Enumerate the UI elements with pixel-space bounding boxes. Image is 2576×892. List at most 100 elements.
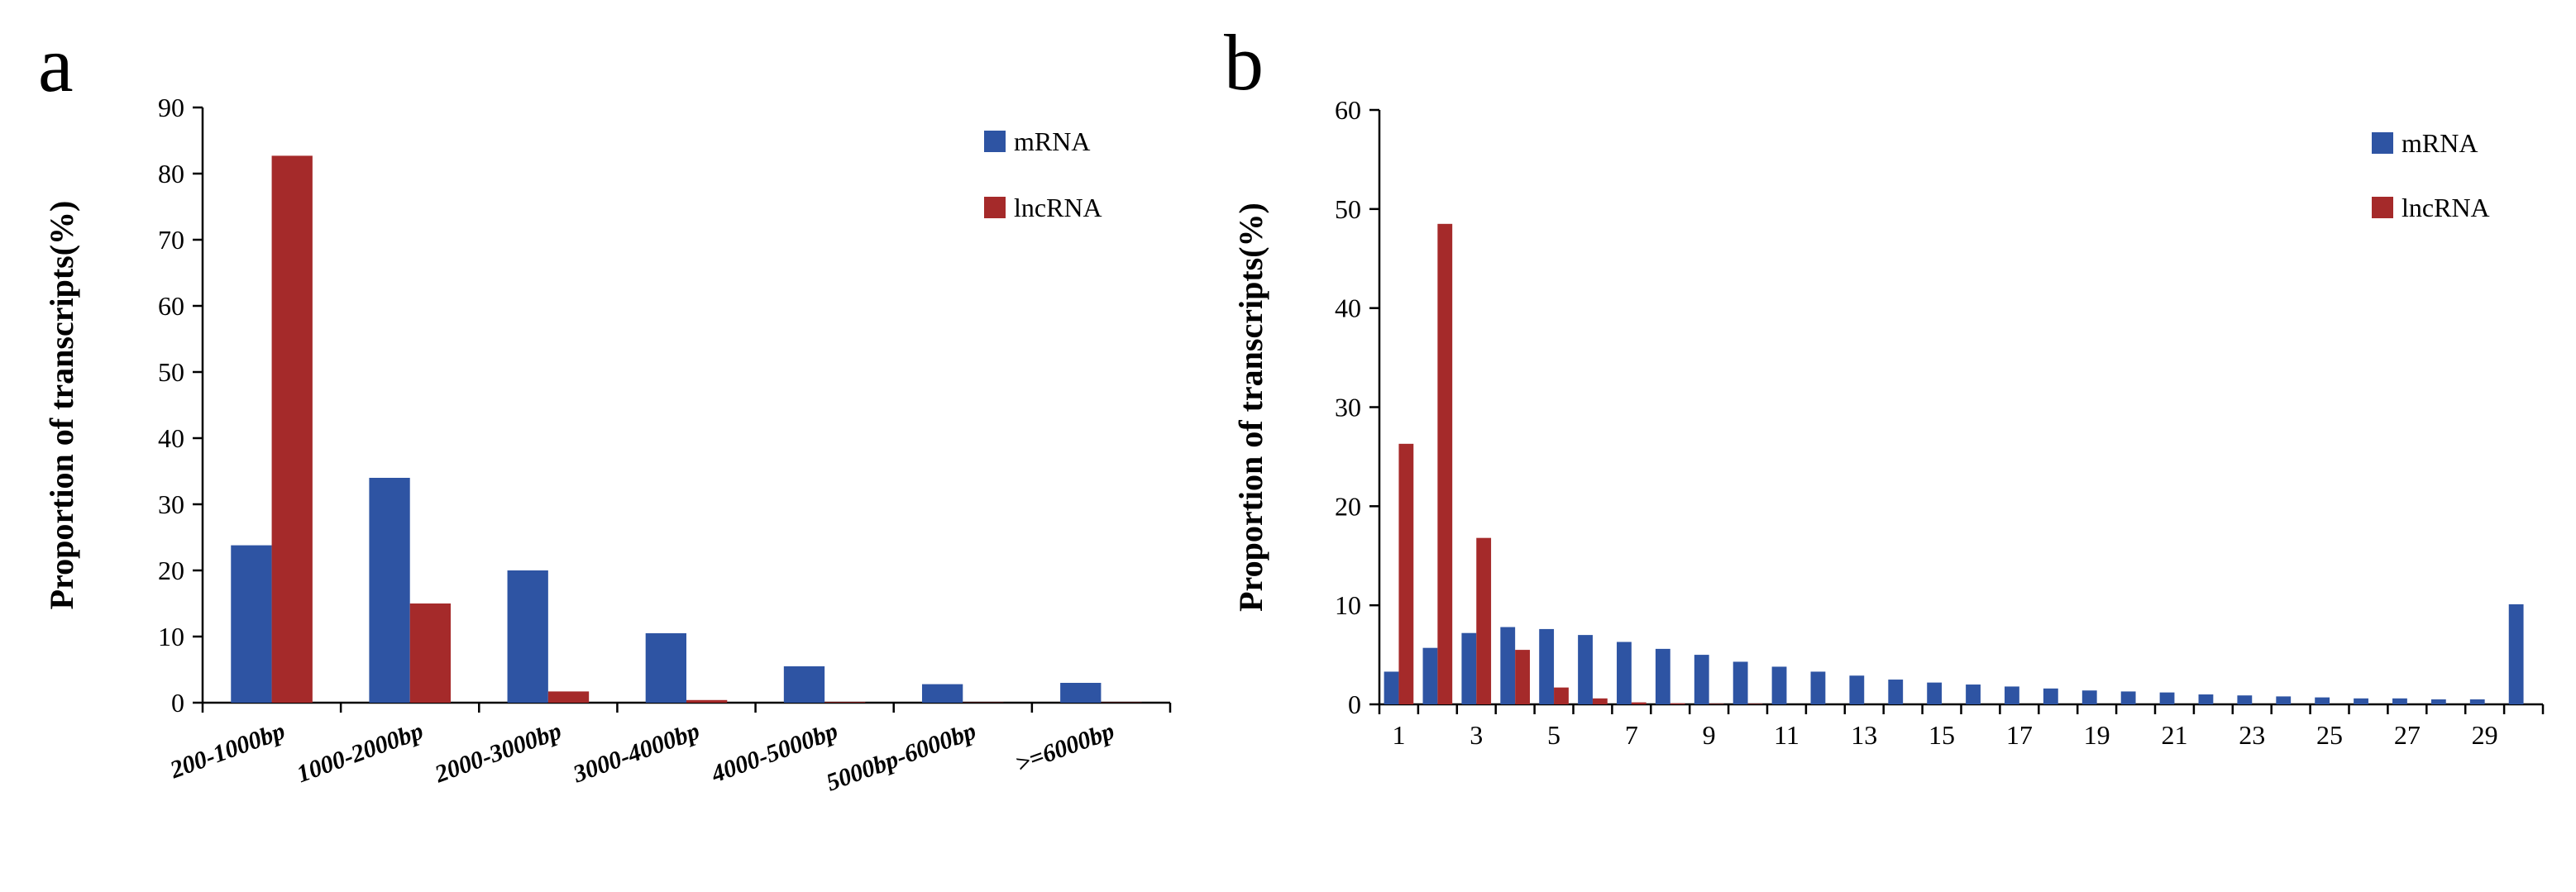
legend-label-mrna: mRNA [1014,126,1090,156]
bar-mrna-17 [2005,686,2019,704]
bar-mrna-29 [2470,699,2485,704]
bar-lncrna-2000-3000bp [548,691,589,703]
x-tick-label: 1000-2000bp [293,718,427,789]
x-tick-label: 13 [1851,720,1877,750]
bar-mrna-21 [2160,693,2175,704]
x-tick-label: 7 [1625,720,1638,750]
bar-lncrna-1 [1398,444,1413,704]
y-tick-label: 0 [1348,689,1361,719]
bar-mrna-2 [1423,648,1438,704]
x-tick-label: 3 [1470,720,1483,750]
x-tick-label: 17 [2006,720,2033,750]
bar-mrna-19 [2082,690,2097,704]
y-axis-title: Proportion of transcripts(%) [1232,203,1269,612]
bar-lncrna-3 [1476,538,1491,704]
bar-mrna-28 [2431,699,2446,704]
bar-mrna-1 [1384,671,1399,704]
y-tick-label: 30 [1335,393,1361,422]
legend-swatch-mrna [984,131,1006,152]
bar-lncrna-4 [1515,650,1530,704]
bar-mrna-11 [1772,666,1787,704]
y-tick-label: 90 [158,93,184,122]
x-tick-label: 4000-5000bp [707,718,842,789]
bar-mrna-4 [1500,627,1515,704]
x-tick-label: 1 [1392,720,1405,750]
x-tick-label: 2000-3000bp [431,718,566,789]
bar-mrna-6 [1578,635,1593,704]
bar-mrna-1000-2000bp [369,478,409,703]
x-tick-label: 5 [1547,720,1560,750]
bar-mrna-25 [2315,698,2330,704]
bar-mrna-5 [1539,629,1554,704]
bar-mrna-4000-5000bp [784,666,824,703]
y-tick-label: 50 [158,357,184,387]
bar-mrna-7 [1617,642,1632,704]
x-tick-label: 9 [1703,720,1716,750]
bar-lncrna-1000-2000bp [410,603,451,703]
y-tick-label: 40 [158,423,184,453]
y-axis-title: Proportion of transcripts(%) [43,201,80,610]
bar-lncrna-200-1000bp [272,155,313,703]
bar-lncrna-2 [1437,224,1452,704]
y-tick-label: 70 [158,225,184,255]
x-tick-label: 200-1000bp [165,718,288,785]
y-tick-label: 20 [1335,491,1361,521]
bar-mrna-20 [2121,691,2136,704]
bar-mrna-3000-4000bp [646,633,686,703]
bar-mrna-27 [2392,699,2407,704]
bar-lncrna-5 [1554,688,1569,704]
x-tick-label: >=6000bp [1012,718,1118,778]
bar-mrna-26 [2354,699,2368,704]
x-tick-label: 3000-4000bp [569,718,704,789]
x-tick-label: 5000bp-6000bp [823,718,980,797]
bar-mrna-30 [2509,604,2524,704]
bar-mrna-14 [1888,680,1903,704]
x-tick-label: 19 [2084,720,2110,750]
x-tick-label: 23 [2239,720,2265,750]
y-tick-label: 80 [158,159,184,188]
bar-mrna-13 [1849,675,1864,704]
bar-mrna-12 [1811,671,1826,704]
x-tick-label: 21 [2161,720,2187,750]
bar-mrna-200-1000bp [231,546,271,703]
y-tick-label: 10 [1335,590,1361,620]
bar-lncrna-3000-4000bp [686,700,727,703]
panel-letter-b: b [1224,18,1264,107]
bar-mrna-10 [1733,661,1748,704]
x-tick-label: 11 [1774,720,1799,750]
bar-mrna-8 [1656,649,1670,704]
x-tick-label: 25 [2316,720,2343,750]
legend-swatch-lncrna [984,197,1006,218]
legend-label-lncrna: lncRNA [1014,193,1102,222]
y-tick-label: 10 [158,622,184,651]
x-tick-label: 27 [2394,720,2421,750]
legend-label-lncrna: lncRNA [2402,193,2490,222]
legend-swatch-lncrna [2372,197,2393,218]
y-tick-label: 20 [158,556,184,585]
y-tick-label: 40 [1335,293,1361,323]
y-tick-label: 60 [1335,95,1361,125]
legend-label-mrna: mRNA [2402,128,2478,158]
bar-mrna-9 [1694,655,1709,704]
bar-mrna-22 [2199,694,2214,704]
bar-lncrna-7 [1632,703,1646,704]
panel-letter-a: a [38,20,74,108]
y-tick-label: 0 [171,688,184,718]
bar-mrna-2000-3000bp [508,570,548,703]
bar-mrna-18 [2043,689,2058,704]
bar-mrna->=6000bp [1060,683,1101,703]
x-tick-label: 29 [2472,720,2498,750]
x-tick-label: 15 [1928,720,1955,750]
bar-mrna-24 [2276,696,2291,704]
bar-mrna-16 [1966,685,1981,704]
y-tick-label: 60 [158,291,184,321]
legend-swatch-mrna [2372,132,2393,154]
bar-lncrna-6 [1593,699,1608,704]
bar-mrna-15 [1927,683,1942,704]
bar-mrna-23 [2237,695,2252,704]
bar-mrna-5000bp-6000bp [922,685,963,703]
